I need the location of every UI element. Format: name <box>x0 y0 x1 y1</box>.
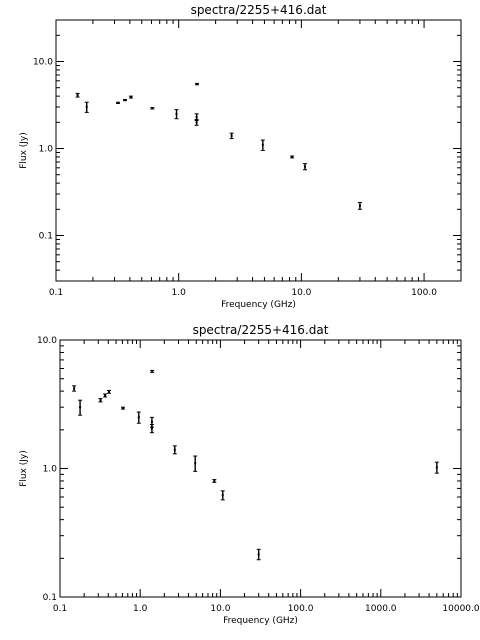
x-tick-label: 10000.0 <box>442 604 479 614</box>
data-point <box>150 369 155 373</box>
y-axis-label: Flux (Jy) <box>19 132 29 169</box>
point-marker <box>195 83 198 86</box>
point-marker <box>358 204 361 207</box>
x-tick-label: 1.0 <box>172 288 187 298</box>
point-marker <box>173 448 176 451</box>
data-point <box>357 201 362 210</box>
point-marker <box>150 421 153 424</box>
data-point <box>78 399 83 416</box>
data-point <box>302 163 307 171</box>
plot-frame <box>55 19 462 282</box>
point-marker <box>129 96 132 99</box>
data-point <box>174 109 179 120</box>
point-marker <box>123 99 126 102</box>
point-marker <box>195 116 198 119</box>
x-tick-label: 100.0 <box>288 604 314 614</box>
point-marker <box>137 416 140 419</box>
point-marker <box>76 94 79 97</box>
y-tick-label: 0.1 <box>39 232 53 242</box>
data-point <box>72 385 77 392</box>
y-tick-label: 1.0 <box>43 465 58 475</box>
chart-title: spectra/2255+416.dat <box>193 323 329 337</box>
data-point <box>290 155 295 159</box>
y-axis-label: Flux (Jy) <box>19 450 29 487</box>
data-point <box>434 461 439 474</box>
x-axis-label: Frequency (GHz) <box>221 300 296 310</box>
point-marker <box>121 407 124 410</box>
data-point <box>220 490 225 501</box>
point-marker <box>257 553 260 556</box>
chart-title: spectra/2255+416.dat <box>191 3 327 17</box>
point-marker <box>73 387 76 390</box>
point-marker <box>107 390 110 393</box>
data-point <box>149 423 154 434</box>
data-point <box>122 99 127 102</box>
data-point <box>229 132 234 140</box>
point-marker <box>150 427 153 430</box>
point-marker <box>303 165 306 168</box>
data-point <box>84 101 89 113</box>
point-marker <box>213 479 216 482</box>
chart-2: spectra/2255+416.dat Frequency (GHz) Flux … <box>19 323 480 626</box>
x-tick-label: 10.0 <box>210 604 230 614</box>
data-point <box>115 101 120 104</box>
data-point <box>103 393 108 398</box>
y-tick-label: 10.0 <box>33 58 53 68</box>
x-axis-label: Frequency (GHz) <box>223 616 298 626</box>
data-point <box>75 92 80 98</box>
point-marker <box>151 107 154 110</box>
x-tick-label: 1.0 <box>133 604 148 614</box>
point-marker <box>194 462 197 465</box>
data-point <box>172 445 177 455</box>
data-point <box>194 119 199 126</box>
point-marker <box>116 101 119 104</box>
point-marker <box>104 394 107 397</box>
plot-frame <box>59 339 462 598</box>
point-marker <box>435 466 438 469</box>
data-point <box>150 107 155 110</box>
point-marker <box>151 370 154 373</box>
point-marker <box>221 494 224 497</box>
data-point <box>128 95 133 99</box>
data-point <box>120 406 125 410</box>
data-point <box>260 139 265 151</box>
data-point <box>106 389 111 394</box>
point-marker <box>195 121 198 124</box>
x-tick-label: 1000.0 <box>365 604 397 614</box>
point-marker <box>230 134 233 137</box>
point-marker <box>85 106 88 108</box>
x-tick-label: 100.0 <box>411 288 437 298</box>
data-point <box>212 479 217 483</box>
point-marker <box>291 155 294 158</box>
point-marker <box>79 406 82 409</box>
x-tick-label: 0.1 <box>49 288 63 298</box>
data-point <box>136 411 141 424</box>
y-tick-label: 1.0 <box>39 145 54 155</box>
point-marker <box>175 112 178 115</box>
data-point <box>256 548 261 561</box>
point-marker <box>261 143 264 146</box>
chart-1: spectra/2255+416.dat Frequency (GHz) Flux … <box>19 3 462 310</box>
x-tick-label: 0.1 <box>53 604 67 614</box>
x-tick-label: 10.0 <box>291 288 311 298</box>
data-point <box>194 82 199 86</box>
data-point <box>193 455 198 472</box>
point-marker <box>99 399 102 402</box>
y-tick-label: 0.1 <box>43 593 57 603</box>
y-tick-label: 10.0 <box>37 336 57 346</box>
data-point <box>98 398 103 403</box>
